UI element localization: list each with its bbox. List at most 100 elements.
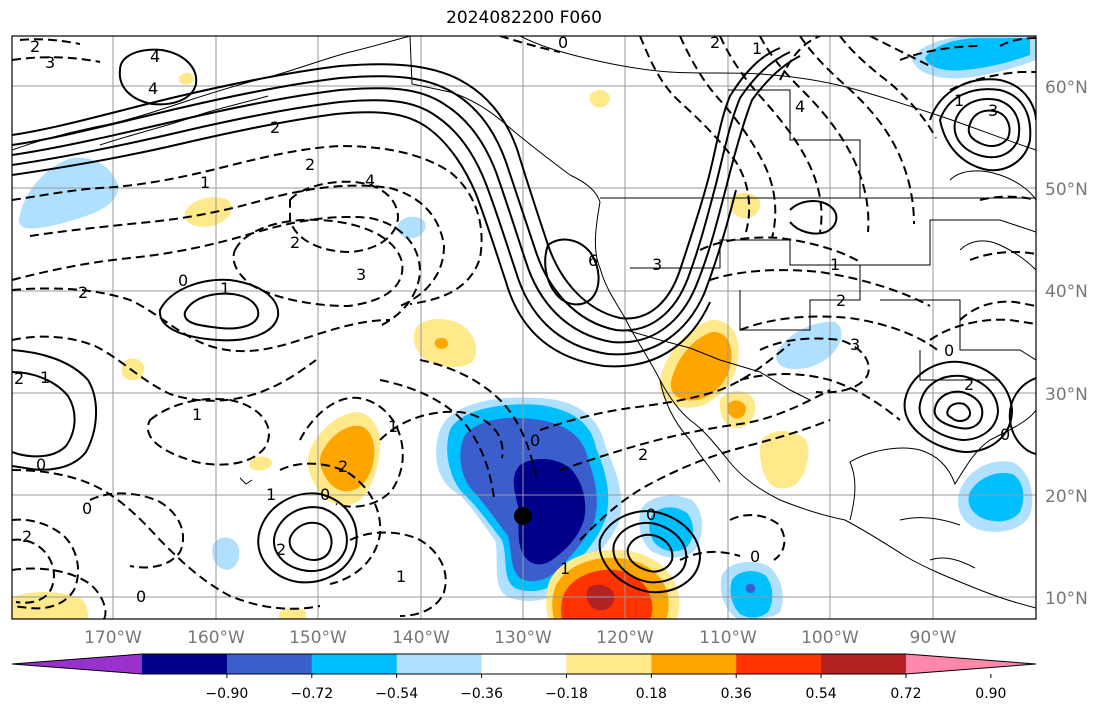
colorbar-outline [11, 653, 1037, 675]
navy-anomaly-core [513, 458, 586, 565]
coastlines [12, 36, 1036, 609]
colorbar-tick-label: −0.54 [375, 686, 418, 702]
contour-labels: 2 3 4 0 1 2 4 2 3 2 0 1 1 2 0 2 1 1 2 0 … [14, 33, 1010, 606]
contour-label: 1 [388, 417, 398, 436]
contour-label: 4 [148, 79, 158, 98]
central-pacific-anomaly-inner [319, 425, 375, 492]
colorbar-segment [311, 654, 398, 674]
lightblue-anomaly-plains [775, 321, 842, 370]
contour-label: 0 [320, 485, 330, 504]
contour-label: 2 [964, 375, 974, 394]
map-frame [11, 35, 1037, 620]
colorbar-segment [736, 654, 822, 674]
contour-label: 1 [266, 485, 276, 504]
lat-label-60n: 60°N [1045, 78, 1088, 98]
contour-label: 3 [652, 255, 662, 274]
contour-label: 4 [150, 47, 160, 66]
colorbar-segment [481, 654, 567, 674]
colorbar-extend-high [906, 654, 1036, 674]
latitude-labels: 60°N 50°N 40°N 30°N 20°N 10°N [1045, 78, 1088, 609]
colorbar-tick-label: −0.18 [545, 686, 588, 702]
colorbar: −0.90 −0.72 −0.54 −0.36 −0.18 0.18 0.36 0.54 0.7… [11, 653, 1037, 702]
lat-label-40n: 40°N [1045, 282, 1088, 302]
contour-label: 3 [850, 335, 860, 354]
small-anomaly-7 [178, 72, 194, 85]
contour-label: 2 [14, 369, 24, 388]
small-anomaly-5 [589, 90, 610, 108]
lon-label-120w: 120°W [596, 628, 654, 648]
contour-label: 1 [752, 39, 762, 58]
lon-label-130w: 130°W [494, 628, 552, 648]
colorbar-segment [566, 654, 652, 674]
baja-anomaly-inner [670, 331, 732, 401]
orange-dot-35n [434, 337, 448, 349]
small-anomaly-6 [729, 192, 761, 219]
lat-label-10n: 10°N [1045, 589, 1088, 609]
blue-anomaly-10n-core [746, 583, 756, 593]
contour-label: 0 [558, 33, 568, 52]
contour-label: 0 [36, 455, 46, 474]
shaded-fields [12, 36, 1036, 619]
small-anomaly-8 [278, 607, 306, 619]
blue-anomaly-10n-inner [730, 571, 773, 618]
colorbar-tick-label: −0.90 [205, 686, 248, 702]
lon-label-150w: 150°W [289, 628, 347, 648]
contour-label: 2 [290, 233, 300, 252]
contour-label: 0 [944, 341, 954, 360]
colorbar-tick-label: 0.54 [806, 686, 837, 702]
colorbar-tick-label: 0.18 [636, 686, 667, 702]
mexico-anomaly-2 [759, 431, 809, 489]
contour-label: 0 [82, 499, 92, 518]
contour-label: 4 [365, 171, 375, 190]
small-anomaly-1 [212, 537, 240, 570]
lat-label-30n: 30°N [1045, 385, 1088, 405]
lat-label-20n: 20°N [1045, 487, 1088, 507]
lightblue-anomaly-west [18, 157, 119, 229]
colorbar-tick-label: 0.72 [890, 686, 921, 702]
contour-label: 1 [560, 559, 570, 578]
colorbar-tick-label: −0.36 [460, 686, 503, 702]
contour-label: 6 [588, 251, 598, 270]
cyclone-center-marker [514, 507, 532, 525]
colorbar-tick-label: −0.72 [290, 686, 333, 702]
map-title: 2024082200 F060 [446, 8, 602, 28]
contour-label: 2 [270, 118, 280, 137]
lightblue-anomaly-pacific [397, 216, 426, 239]
small-anomaly-4 [12, 592, 89, 619]
contour-label: 1 [396, 567, 406, 586]
lon-label-90w: 90°W [910, 628, 957, 648]
colorbar-extend-low [12, 654, 142, 674]
contour-label: 2 [22, 527, 32, 546]
lon-label-110w: 110°W [699, 628, 757, 648]
ne-anomaly-inner [925, 38, 1030, 71]
colorbar-segment [142, 654, 228, 674]
contour-label: 4 [795, 97, 805, 116]
contour-label: 0 [530, 431, 540, 450]
colorbar-tick-label: 0.36 [721, 686, 752, 702]
yellow-anomaly-46n [184, 197, 232, 227]
contour-label: 1 [220, 279, 230, 298]
lon-label-170w: 170°W [84, 628, 142, 648]
contour-label: 1 [830, 255, 840, 274]
colorbar-segment [821, 654, 907, 674]
colorbar-segment [651, 654, 737, 674]
small-anomaly-2 [121, 358, 145, 381]
dashed-contours [12, 36, 1036, 619]
contour-label: 2 [836, 291, 846, 310]
lon-label-100w: 100°W [801, 628, 859, 648]
contour-label: 0 [136, 587, 146, 606]
colorbar-segment [396, 654, 483, 674]
colorbar-segment [226, 654, 313, 674]
solid-contours [12, 47, 1036, 594]
contour-label: 2 [710, 33, 720, 52]
gulf-anomaly-inner [968, 472, 1024, 522]
contour-label: 1 [40, 368, 50, 387]
contour-label: 2 [78, 283, 88, 302]
longitude-labels: 170°W 160°W 150°W 140°W 130°W 120°W 110°… [84, 628, 957, 648]
contour-label: 0 [750, 547, 760, 566]
contour-label: 2 [30, 37, 40, 56]
contour-label: 3 [988, 101, 998, 120]
contour-label: 0 [646, 505, 656, 524]
contour-label: 1 [200, 173, 210, 192]
